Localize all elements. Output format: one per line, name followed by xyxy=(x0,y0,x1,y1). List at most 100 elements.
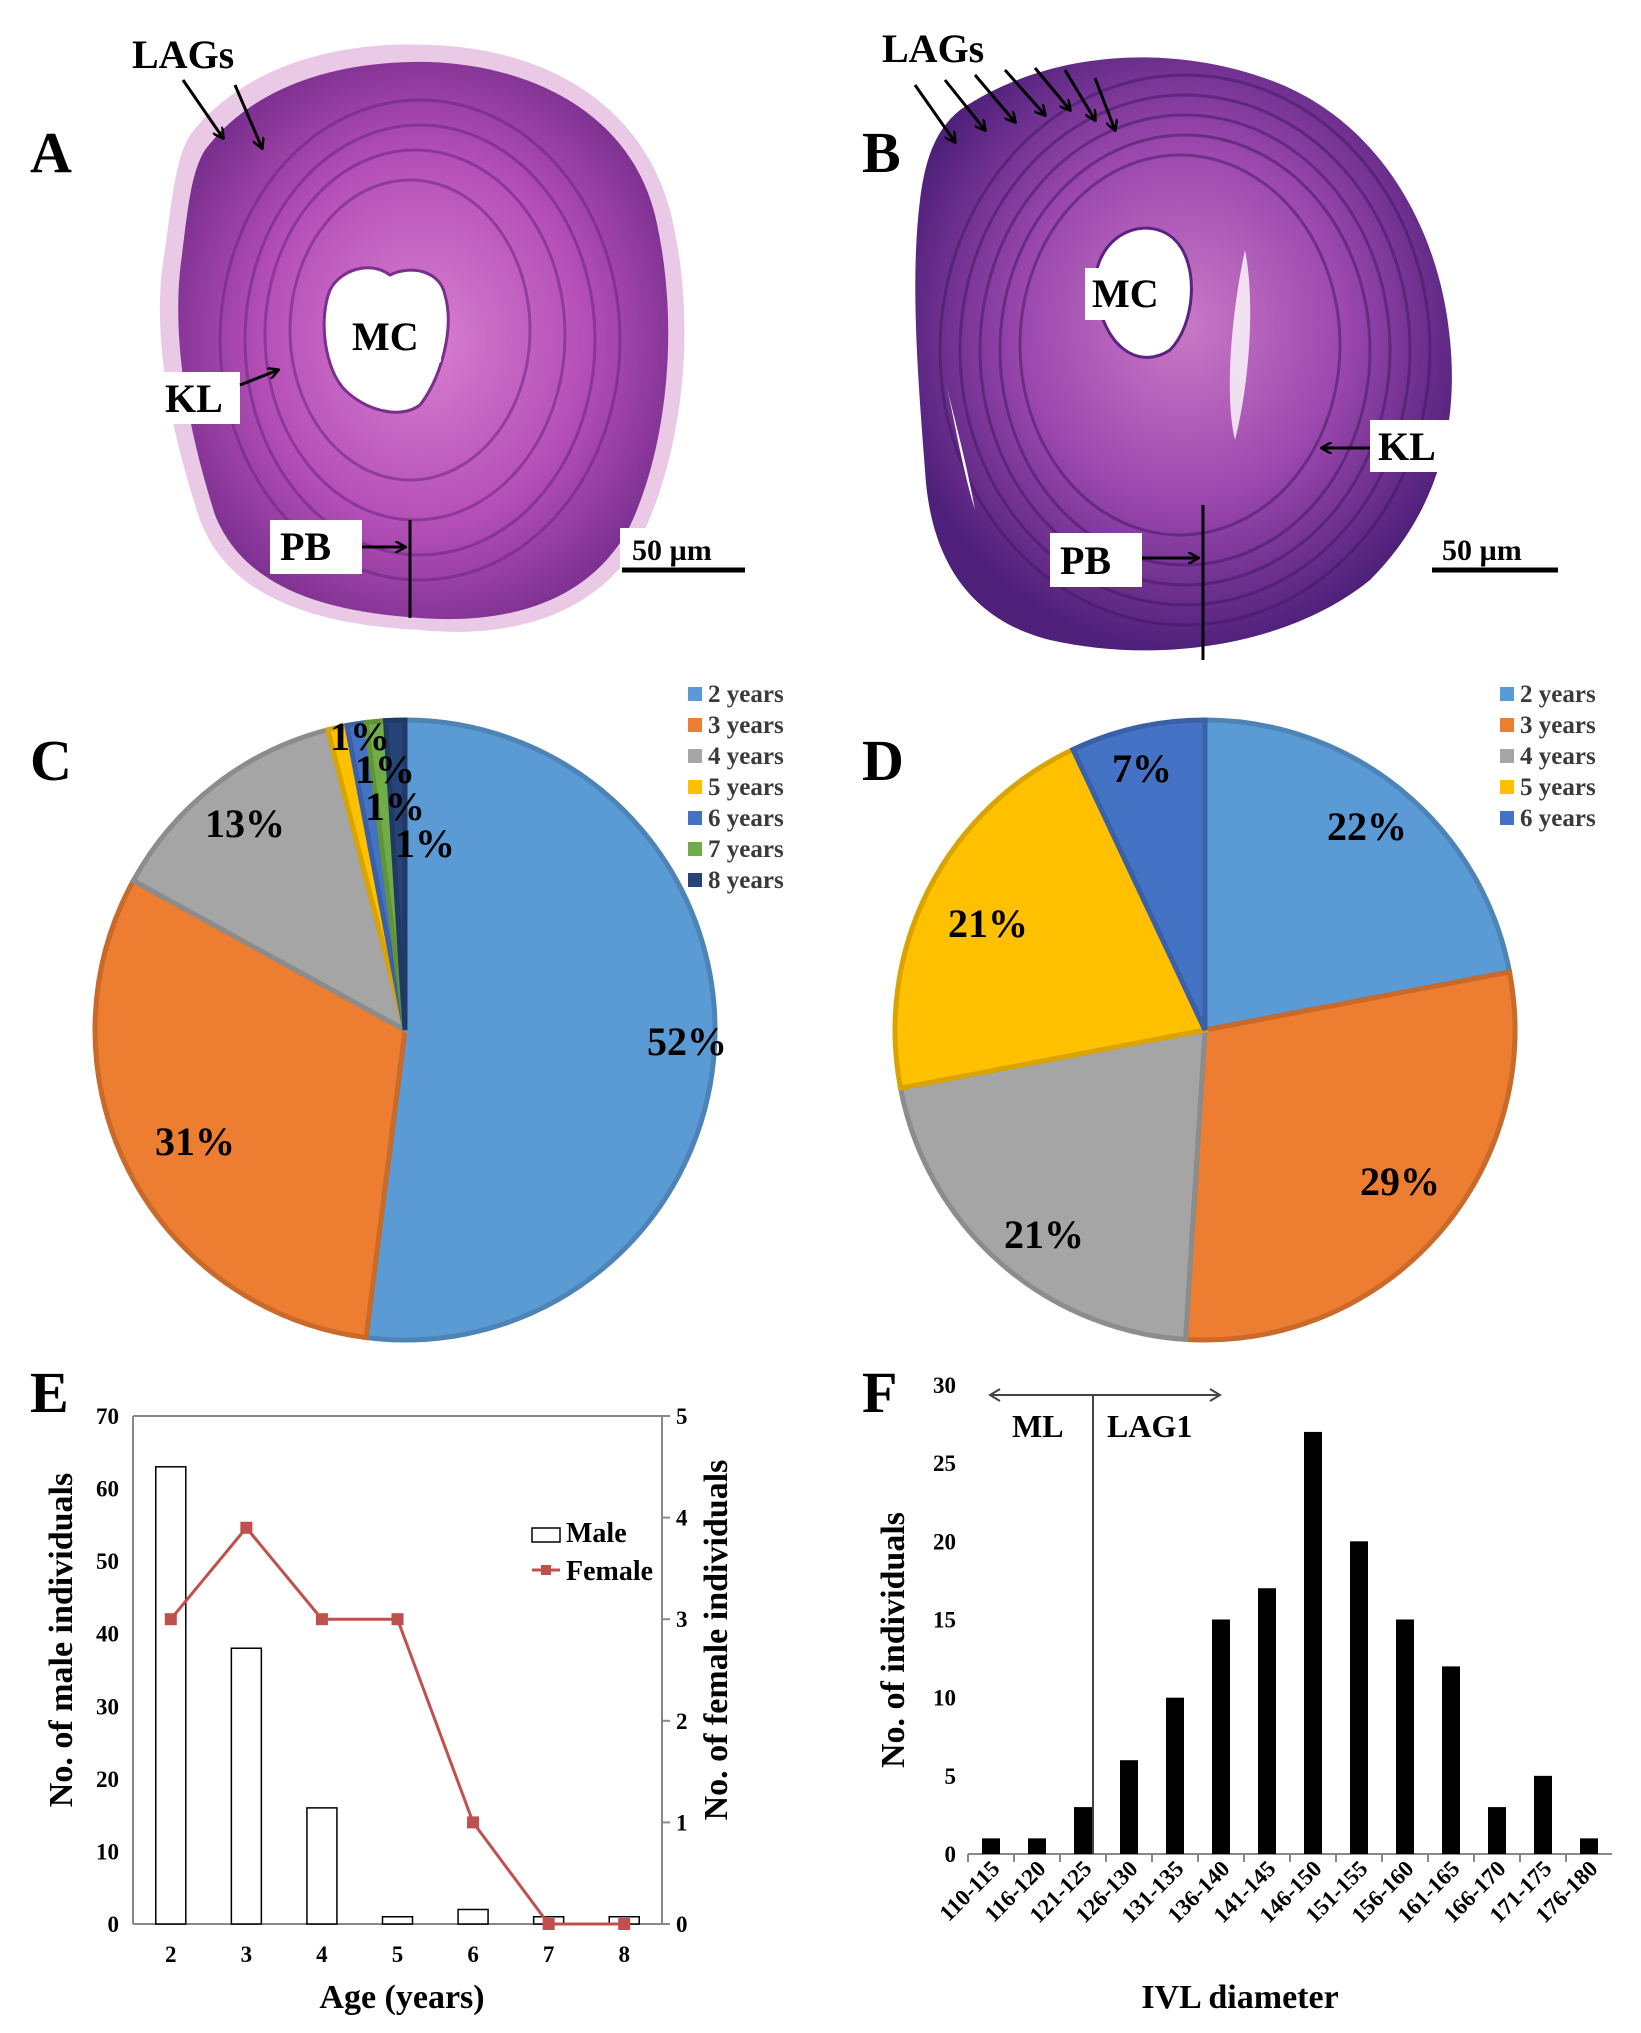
e-right-tick: 0 xyxy=(676,1912,688,1937)
legend-label-8-years: 8 years xyxy=(708,867,784,894)
kl-label-a: KL xyxy=(165,376,223,421)
annotations-a: LAGs MC KL PB 50 µm xyxy=(128,30,750,618)
pie-label-d-2-years: 22% xyxy=(1327,804,1407,849)
f-y-tick: 5 xyxy=(945,1764,957,1789)
legend-swatch-3-years xyxy=(1500,718,1514,732)
e-left-tick: 30 xyxy=(96,1694,119,1719)
panel-a: A LAGs MC KL PB xyxy=(30,30,750,632)
legend-swatch-7-years xyxy=(688,842,702,856)
pie-slice-c-4-years xyxy=(129,726,409,1035)
e-x-tick: 7 xyxy=(543,1942,555,1967)
panel-f: F 051015202530110-115116-120121-125126-1… xyxy=(862,1360,1612,2016)
f-y-tick: 15 xyxy=(933,1608,956,1633)
legend-label-2-years: 2 years xyxy=(1520,681,1596,708)
mc-label-a: MC xyxy=(352,314,419,359)
e-right-axis-title: No. of female individuals xyxy=(698,1460,735,1821)
e-right-tick: 4 xyxy=(676,1506,688,1531)
legend-label-4-years: 4 years xyxy=(708,743,784,770)
e-female-marker xyxy=(391,1613,404,1626)
legend-swatch-6-years xyxy=(1500,811,1514,825)
fissure-b xyxy=(1229,250,1251,440)
e-left-axis-title: No. of male individuals xyxy=(43,1473,80,1807)
pie-label-c-8-years: 1% xyxy=(395,821,455,866)
f-arrow-left-head xyxy=(988,1388,1001,1402)
panel-letter-c: C xyxy=(30,728,72,793)
lags-arrows-b xyxy=(913,67,1115,142)
chart-f: 051015202530110-115116-120121-125126-130… xyxy=(933,1373,1612,1928)
pie-chart-d xyxy=(892,717,1518,1343)
f-bar xyxy=(1534,1775,1552,1854)
legend-label-5-years: 5 years xyxy=(1520,774,1596,801)
e-male-bar xyxy=(306,1807,338,1925)
lags-arrow-a-1 xyxy=(181,79,223,138)
growth-rings-b xyxy=(938,73,1432,627)
pie-label-d-4-years: 21% xyxy=(1004,1212,1084,1257)
f-y-tick: 0 xyxy=(945,1842,957,1867)
e-left-tick: 20 xyxy=(96,1767,119,1792)
f-x-axis-title: IVL diameter xyxy=(1141,1979,1338,2016)
panel-letter-d: D xyxy=(862,728,904,793)
legend-label-5-years: 5 years xyxy=(708,774,784,801)
e-left-tick: 0 xyxy=(108,1912,120,1937)
lags-label-box-a xyxy=(128,30,248,80)
panel-letter-e: E xyxy=(30,1360,69,1425)
legend-female-marker xyxy=(541,1565,551,1575)
e-female-marker xyxy=(542,1918,555,1930)
pie-slice-d-3-years xyxy=(1182,968,1518,1343)
f-bar xyxy=(1396,1619,1414,1854)
f-y-tick: 30 xyxy=(933,1373,956,1398)
pie-slice-c-2-years xyxy=(363,717,718,1343)
e-x-tick: 8 xyxy=(618,1942,630,1967)
bone-section-b xyxy=(915,57,1452,651)
pie-chart-c xyxy=(92,717,718,1343)
e-x-tick: 4 xyxy=(316,1942,328,1967)
e-male-bar xyxy=(230,1647,263,1925)
pie-label-c-3-years: 31% xyxy=(155,1119,235,1164)
f-y-tick: 25 xyxy=(933,1451,956,1476)
pie-label-d-6-years: 7% xyxy=(1112,746,1172,791)
pie-slice-c-8-years xyxy=(382,717,408,1031)
e-male-bar xyxy=(457,1908,489,1925)
pie-label-c-6-years: 1% xyxy=(355,747,415,792)
crack-b xyxy=(945,380,975,510)
e-male-bar xyxy=(155,1466,187,1925)
pb-label-box-b xyxy=(1050,533,1142,587)
panel-letter-a: A xyxy=(30,120,72,185)
annotations-b: LAGs MC KL PB 50 µm xyxy=(878,25,1562,660)
f-bar xyxy=(1212,1619,1230,1854)
e-right-tick: 5 xyxy=(676,1404,688,1429)
pie-label-c-7-years: 1% xyxy=(365,784,425,829)
f-bar xyxy=(1442,1666,1460,1854)
lags-label-b: LAGs xyxy=(882,26,984,71)
e-female-marker xyxy=(164,1613,177,1626)
e-left-tick: 60 xyxy=(96,1477,119,1502)
pie-slice-d-2-years xyxy=(1202,717,1513,1034)
f-y-tick: 20 xyxy=(933,1529,956,1554)
f-bar xyxy=(1350,1541,1368,1854)
pie-labels-c: 52%31%13%1%1%1%1% xyxy=(155,714,727,1164)
f-bar xyxy=(1120,1760,1138,1854)
legend-swatch-5-years xyxy=(1500,780,1514,794)
legend-male-label: Male xyxy=(566,1518,627,1549)
f-y-axis-title: No. of individuals xyxy=(875,1512,912,1768)
f-bar xyxy=(1258,1588,1276,1854)
pie-slice-d-6-years xyxy=(1069,717,1208,1032)
e-left-tick: 40 xyxy=(96,1622,119,1647)
e-left-tick: 10 xyxy=(96,1839,119,1864)
mc-label-box-a xyxy=(345,310,441,362)
f-lag1-label: LAG1 xyxy=(1107,1408,1192,1444)
e-right-tick: 1 xyxy=(676,1810,688,1835)
e-right-tick: 3 xyxy=(676,1607,688,1632)
f-bar xyxy=(1488,1807,1506,1854)
pb-label-box-a xyxy=(270,520,362,574)
pb-label-a: PB xyxy=(280,524,331,569)
e-x-tick: 3 xyxy=(241,1942,253,1967)
e-female-marker xyxy=(467,1816,480,1829)
e-right-tick: 2 xyxy=(676,1709,688,1734)
e-male-bar xyxy=(381,1915,414,1925)
legend-label-3-years: 3 years xyxy=(1520,712,1596,739)
e-left-tick: 70 xyxy=(96,1404,119,1429)
legend-swatch-5-years xyxy=(688,780,702,794)
legend-swatch-4-years xyxy=(1500,749,1514,763)
